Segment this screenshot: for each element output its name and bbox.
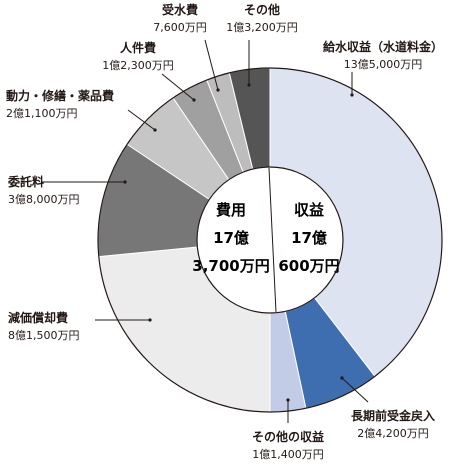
leader-dot-2 <box>286 398 290 402</box>
center-right-line-1: 17億 <box>291 229 327 247</box>
leader-dot-6 <box>192 98 196 102</box>
slice-value-6: 1億2,300万円 <box>102 59 174 72</box>
leader-dot-4 <box>123 180 127 184</box>
leader-line-1 <box>341 377 369 403</box>
center-left-line-1: 17億 <box>213 229 249 247</box>
leader-dot-8 <box>247 83 251 87</box>
leader-line-7 <box>204 39 219 91</box>
leader-lines <box>42 39 369 423</box>
leader-dot-1 <box>340 376 344 380</box>
slice-value-7: 7,600万円 <box>153 21 207 34</box>
leader-dot-0 <box>350 93 354 97</box>
slice-value-4: 3億8,000万円 <box>8 193 80 206</box>
center-divider <box>268 167 277 313</box>
leader-dot-3 <box>148 318 152 322</box>
slice-value-8: 1億3,200万円 <box>226 21 298 34</box>
ring-outline <box>97 67 443 413</box>
slice-value-1: 2億4,200万円 <box>357 427 429 440</box>
slice-label-1: 長期前受金戻入 <box>351 408 435 423</box>
slice-label-0: 給水収益（水道料金） <box>323 39 443 54</box>
center-left-line-0: 費用 <box>216 201 246 219</box>
slice-value-3: 8億1,500万円 <box>8 329 80 342</box>
center-right-line-2: 600万円 <box>278 257 339 275</box>
slice-label-3: 減価償却費 <box>8 310 68 325</box>
slice-label-7: 受水費 <box>162 2 198 17</box>
center-left-line-2: 3,700万円 <box>192 257 269 275</box>
slice-value-2: 1億1,400万円 <box>252 448 324 461</box>
center-summary: 費用 17億 3,700万円 収益 17億 600万円 <box>192 167 340 313</box>
slice-label-6: 人件費 <box>120 40 156 55</box>
donut-ring <box>97 67 443 413</box>
slice-value-5: 2億1,100万円 <box>6 107 78 120</box>
slice-label-4: 委託料 <box>7 174 44 189</box>
center-right-line-0: 収益 <box>294 201 324 219</box>
slice-label-8: その他 <box>244 2 280 17</box>
leader-dot-7 <box>216 88 220 92</box>
slice-label-2: その他の収益 <box>252 429 324 444</box>
leader-line-6 <box>161 73 195 101</box>
leader-line-5 <box>127 109 156 131</box>
ring-hole <box>196 166 344 314</box>
slice-value-0: 13億5,000万円 <box>344 58 423 71</box>
slice-label-5: 動力・修繕・薬品費 <box>6 88 114 103</box>
leader-dot-5 <box>153 128 157 132</box>
